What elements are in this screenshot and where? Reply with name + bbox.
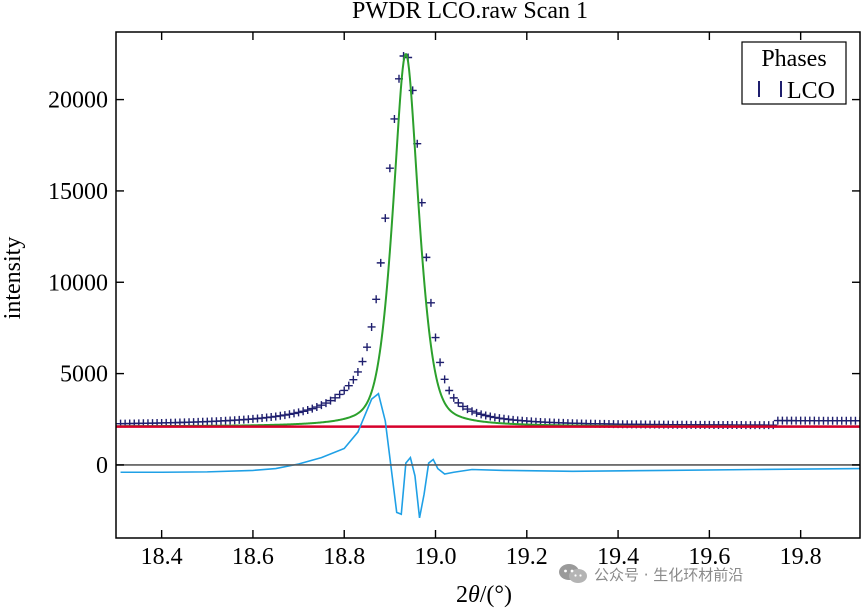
watermark-text: 公众号 · 生化环材前沿	[594, 565, 744, 584]
plot-frame	[115, 31, 861, 539]
observed-point	[449, 393, 458, 402]
observed-point	[372, 295, 381, 304]
chart-title: PWDR LCO.raw Scan 1	[352, 0, 588, 24]
legend: Phases LCO	[741, 41, 847, 105]
x-axis: 18.4 18.6 18.8 19.0 19.2 19.4 19.6 19.8	[141, 32, 822, 570]
x-tick-label: 18.6	[232, 544, 274, 570]
observed-point	[376, 258, 385, 267]
watermark: 公众号 · 生化环材前沿	[558, 560, 743, 588]
observed-point	[312, 403, 321, 412]
observed-point	[276, 411, 285, 420]
observed-point	[422, 253, 431, 262]
calculated-curve	[116, 53, 860, 428]
observed-point	[440, 375, 449, 384]
observed-point	[463, 405, 472, 414]
observed-point	[426, 298, 435, 307]
observed-point	[308, 404, 317, 413]
y-tick-label: 5000	[60, 362, 108, 388]
observed-point	[290, 409, 299, 418]
series-layer	[116, 51, 860, 519]
observed-point	[358, 357, 367, 366]
observed-point	[385, 164, 394, 173]
observed-point	[349, 375, 358, 384]
observed-point	[303, 406, 312, 415]
observed-point	[486, 412, 495, 421]
y-tick-label: 15000	[48, 179, 108, 205]
observed-point	[340, 386, 349, 395]
y-tick-label: 10000	[48, 270, 108, 296]
x-axis-label: 2θ/(°)	[456, 582, 512, 608]
observed-point	[381, 214, 390, 223]
observed-point	[317, 401, 326, 410]
observed-point	[344, 381, 353, 390]
observed-point	[390, 114, 399, 123]
legend-entry-lco: LCO	[787, 78, 835, 104]
x-tick-label: 19.2	[506, 544, 548, 570]
observed-point	[367, 322, 376, 331]
x-tick-label: 18.8	[323, 544, 365, 570]
observed-point	[454, 398, 463, 407]
observed-point	[472, 408, 481, 417]
observed-point	[326, 396, 335, 405]
difference-curve	[120, 392, 860, 519]
y-tick-label: 0	[96, 453, 108, 479]
observed-point	[299, 407, 308, 416]
legend-title: Phases	[761, 46, 826, 72]
x-tick-label: 18.4	[141, 544, 183, 570]
observed-point	[285, 410, 294, 419]
observed-point	[363, 343, 372, 352]
x-tick-label: 19.0	[415, 544, 457, 570]
wechat-icon	[559, 564, 587, 583]
observed-point	[769, 421, 778, 430]
observed-point	[431, 333, 440, 342]
observed-point	[481, 411, 490, 420]
observed-point	[280, 411, 289, 420]
observed-point	[445, 386, 454, 395]
observed-point	[458, 402, 467, 411]
y-axis: 0 5000 10000 15000 20000	[48, 88, 860, 479]
x-tick-label: 19.6	[688, 544, 730, 570]
observed-point	[331, 393, 340, 402]
observed-point	[335, 390, 344, 399]
observed-point	[321, 399, 330, 408]
observed-point	[490, 413, 499, 422]
x-tick-label: 19.8	[780, 544, 822, 570]
x-tick-label: 19.4	[597, 544, 639, 570]
observed-point	[468, 407, 477, 416]
observed-point	[856, 416, 860, 425]
y-tick-label: 20000	[48, 88, 108, 114]
observed-point	[353, 367, 362, 376]
observed-point	[294, 408, 303, 417]
y-axis-label: intensity	[0, 237, 26, 320]
observed-point	[477, 410, 486, 419]
observed-point	[436, 358, 445, 367]
